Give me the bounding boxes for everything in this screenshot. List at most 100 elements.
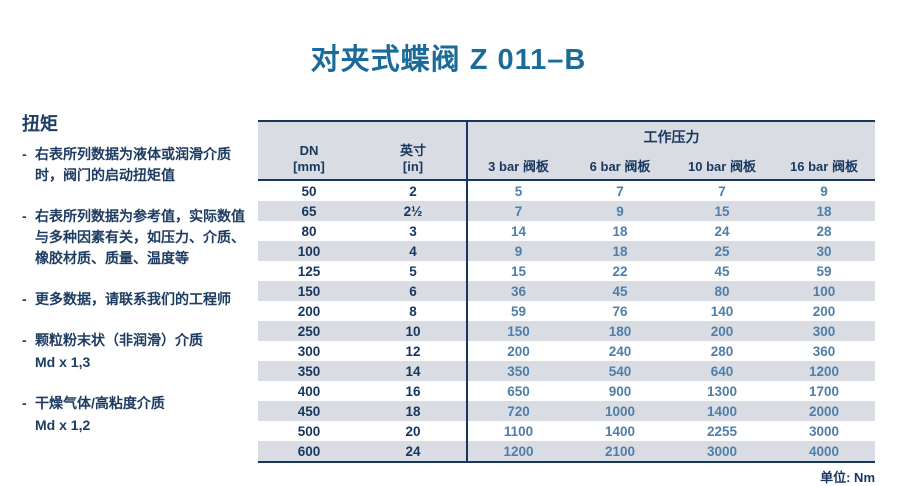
inch-cell: 4	[409, 243, 417, 259]
torque-cell: 300	[812, 323, 836, 339]
col-header-10bar: 10 bar 阀板	[671, 149, 773, 180]
torque-cell: 540	[608, 363, 632, 379]
torque-cell: 18	[816, 203, 832, 219]
torque-cell: 59	[466, 301, 569, 321]
torque-cell: 2255	[706, 423, 738, 439]
table-row: 50 2 5 7 7 9	[258, 180, 875, 201]
dn-cell: 200	[297, 303, 321, 319]
table-row: 65 2½ 7 9 15 18	[258, 201, 875, 221]
torque-cell: 7	[718, 183, 726, 199]
table-row: 600 24 1200 2100 3000 4000	[258, 441, 875, 462]
dn-cell: 500	[297, 423, 321, 439]
table-body: 50 2 5 7 7 9 65 2½ 7 9 15 18 80 3 14 18 24 28 100 4 9 18 25 30 1…	[258, 180, 875, 462]
table-row: 100 4 9 18 25 30	[258, 241, 875, 261]
sidebar: 扭矩 - 右表所列数据为液体或润滑介质时，阀门的启动扭矩值 - 右表所列数据为参考值，…	[22, 110, 258, 456]
torque-cell: 3000	[706, 443, 738, 459]
torque-cell: 2100	[604, 443, 636, 459]
torque-cell: 15	[466, 261, 569, 281]
inch-cell: 2½	[403, 203, 423, 219]
table-row: 200 8 59 76 140 200	[258, 301, 875, 321]
torque-cell: 1100	[466, 421, 569, 441]
notes-list: - 右表所列数据为液体或润滑介质时，阀门的启动扭矩值 - 右表所列数据为参考值，实际数…	[22, 144, 258, 436]
inch-cell: 18	[405, 403, 421, 419]
inch-cell: 5	[409, 263, 417, 279]
col-header-dn: DN [mm]	[258, 121, 360, 180]
torque-cell: 900	[608, 383, 632, 399]
table-row: 450 18 720 1000 1400 2000	[258, 401, 875, 421]
table-row: 350 14 350 540 640 1200	[258, 361, 875, 381]
torque-cell: 350	[466, 361, 569, 381]
dn-cell: 600	[297, 443, 321, 459]
torque-cell: 9	[820, 183, 828, 199]
inch-cell: 3	[409, 223, 417, 239]
torque-cell: 9	[616, 203, 624, 219]
torque-cell: 1300	[706, 383, 738, 399]
torque-cell: 720	[466, 401, 569, 421]
torque-cell: 9	[466, 241, 569, 261]
group-header-row: DN [mm] 英寸 [in] 工作压力	[258, 121, 875, 180]
note-item: - 右表所列数据为参考值，实际数值与多种因素有关，如压力、介质、橡胶材质、质量、温…	[22, 206, 258, 269]
torque-cell: 200	[812, 303, 836, 319]
torque-cell: 30	[816, 243, 832, 259]
torque-cell: 14	[466, 221, 569, 241]
torque-cell: 25	[714, 243, 730, 259]
note-item: - 更多数据，请联系我们的工程师	[22, 289, 258, 310]
note-subtext: Md x 1,2	[35, 417, 91, 433]
inch-cell: 16	[405, 383, 421, 399]
torque-cell: 45	[612, 283, 628, 299]
torque-cell: 4000	[808, 443, 840, 459]
torque-cell: 76	[612, 303, 628, 319]
inch-cell: 12	[405, 343, 421, 359]
torque-cell: 640	[710, 363, 734, 379]
torque-cell: 7	[466, 201, 569, 221]
torque-cell: 22	[612, 263, 628, 279]
inch-cell: 2	[409, 183, 417, 199]
pressure-group-header: 工作压力	[466, 121, 875, 149]
note-text: 更多数据，请联系我们的工程师	[35, 291, 231, 307]
torque-cell: 650	[466, 381, 569, 401]
table-row: 300 12 200 240 280 360	[258, 341, 875, 361]
table-row: 150 6 36 45 80 100	[258, 281, 875, 301]
page-title: 对夹式蝶阀 Z 011–B	[310, 44, 587, 76]
inch-cell: 14	[405, 363, 421, 379]
torque-cell: 59	[816, 263, 832, 279]
torque-table-section: DN [mm] 英寸 [in] 工作压力 3 bar 阀板 6 bar 阀板 1…	[258, 120, 875, 486]
col-header-inch: 英寸 [in]	[360, 121, 467, 180]
table-row: 400 16 650 900 1300 1700	[258, 381, 875, 401]
inch-cell: 20	[405, 423, 421, 439]
note-text: 右表所列数据为液体或润滑介质时，阀门的启动扭矩值	[35, 146, 231, 183]
note-dash: -	[22, 291, 27, 307]
note-dash: -	[22, 146, 27, 162]
torque-cell: 80	[714, 283, 730, 299]
torque-cell: 1200	[466, 441, 569, 462]
note-dash: -	[22, 208, 27, 224]
table-row: 250 10 150 180 200 300	[258, 321, 875, 341]
dn-cell: 250	[297, 323, 321, 339]
torque-cell: 280	[710, 343, 734, 359]
torque-cell: 180	[608, 323, 632, 339]
dn-cell: 300	[297, 343, 321, 359]
torque-cell: 18	[612, 223, 628, 239]
table-row: 80 3 14 18 24 28	[258, 221, 875, 241]
pressure-headers-row: 3 bar 阀板 6 bar 阀板 10 bar 阀板 16 bar 阀板	[258, 149, 875, 180]
torque-cell: 240	[608, 343, 632, 359]
torque-cell: 36	[466, 281, 569, 301]
col-header-16bar: 16 bar 阀板	[773, 149, 875, 180]
torque-cell: 1400	[604, 423, 636, 439]
table-row: 125 5 15 22 45 59	[258, 261, 875, 281]
dn-cell: 80	[301, 223, 317, 239]
dn-cell: 100	[297, 243, 321, 259]
torque-cell: 200	[710, 323, 734, 339]
note-dash: -	[22, 332, 27, 348]
table-row: 500 20 1100 1400 2255 3000	[258, 421, 875, 441]
torque-cell: 1700	[808, 383, 840, 399]
torque-cell: 2000	[808, 403, 840, 419]
inch-cell: 24	[405, 443, 421, 459]
dn-cell: 125	[297, 263, 321, 279]
inch-cell: 6	[409, 283, 417, 299]
torque-cell: 28	[816, 223, 832, 239]
torque-cell: 200	[466, 341, 569, 361]
inch-cell: 8	[409, 303, 417, 319]
note-item: - 右表所列数据为液体或润滑介质时，阀门的启动扭矩值	[22, 144, 258, 186]
torque-cell: 100	[812, 283, 836, 299]
